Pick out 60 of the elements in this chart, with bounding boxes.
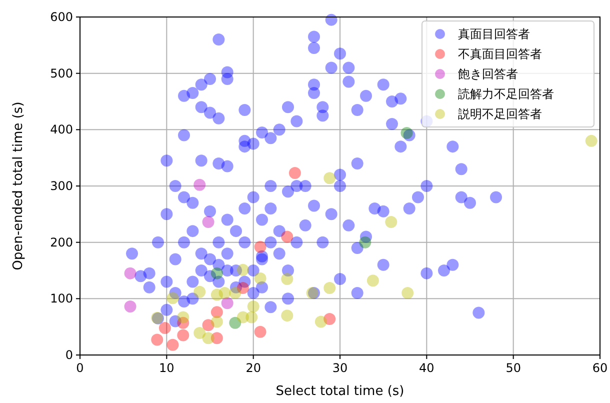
point — [236, 264, 249, 276]
x-tick-label: 50 — [506, 361, 521, 375]
point — [202, 216, 214, 228]
point — [324, 172, 336, 184]
point — [324, 282, 336, 294]
point — [246, 311, 258, 324]
y-tick-label: 300 — [50, 179, 73, 193]
x-tick-label: 40 — [419, 361, 434, 375]
point — [281, 310, 294, 322]
point — [229, 316, 242, 329]
point — [177, 311, 190, 324]
point — [202, 332, 214, 344]
x-axis-title: Select total time (s) — [276, 384, 404, 399]
point — [254, 272, 266, 284]
point — [194, 286, 206, 298]
legend-label: 不真面目回答者 — [458, 47, 542, 61]
point — [281, 230, 294, 243]
y-tick-label: 0 — [65, 348, 73, 362]
point — [218, 287, 231, 300]
x-tick-label: 30 — [332, 361, 348, 375]
legend-label: 真面目回答者 — [458, 27, 530, 41]
point — [194, 327, 206, 340]
point — [366, 274, 379, 287]
y-tick-label: 600 — [50, 10, 73, 24]
y-tick-label: 400 — [50, 122, 73, 137]
point — [359, 236, 372, 248]
point — [194, 178, 206, 191]
point — [210, 316, 223, 328]
point — [177, 329, 190, 342]
point — [247, 300, 260, 313]
point — [221, 297, 234, 310]
point — [166, 292, 179, 304]
point — [210, 267, 223, 280]
x-tick-label: 10 — [159, 361, 174, 375]
point — [158, 322, 171, 334]
y-tick-label: 500 — [50, 66, 73, 80]
point — [288, 167, 301, 180]
point — [585, 134, 598, 147]
legend-label: 説明不足回答者 — [458, 107, 542, 121]
y-tick-label: 200 — [50, 235, 73, 250]
x-tick-label: 0 — [76, 361, 84, 375]
point — [281, 272, 294, 285]
x-tick-label: 20 — [246, 361, 261, 375]
point — [402, 287, 414, 300]
point — [314, 316, 327, 328]
point — [151, 334, 164, 346]
point — [385, 216, 398, 228]
legend-label: 読解力不足回答者 — [458, 87, 554, 101]
point — [229, 287, 242, 300]
point — [254, 326, 266, 338]
x-tick-label: 60 — [592, 361, 608, 375]
point — [124, 267, 136, 280]
point — [254, 240, 266, 253]
point — [166, 338, 179, 351]
y-axis-title: Open-ended total time (s) — [11, 102, 26, 270]
point — [210, 306, 223, 318]
point — [124, 300, 136, 313]
point — [400, 127, 413, 140]
y-tick-label: 100 — [50, 292, 73, 306]
legend-label: 飽き回答者 — [458, 67, 518, 81]
